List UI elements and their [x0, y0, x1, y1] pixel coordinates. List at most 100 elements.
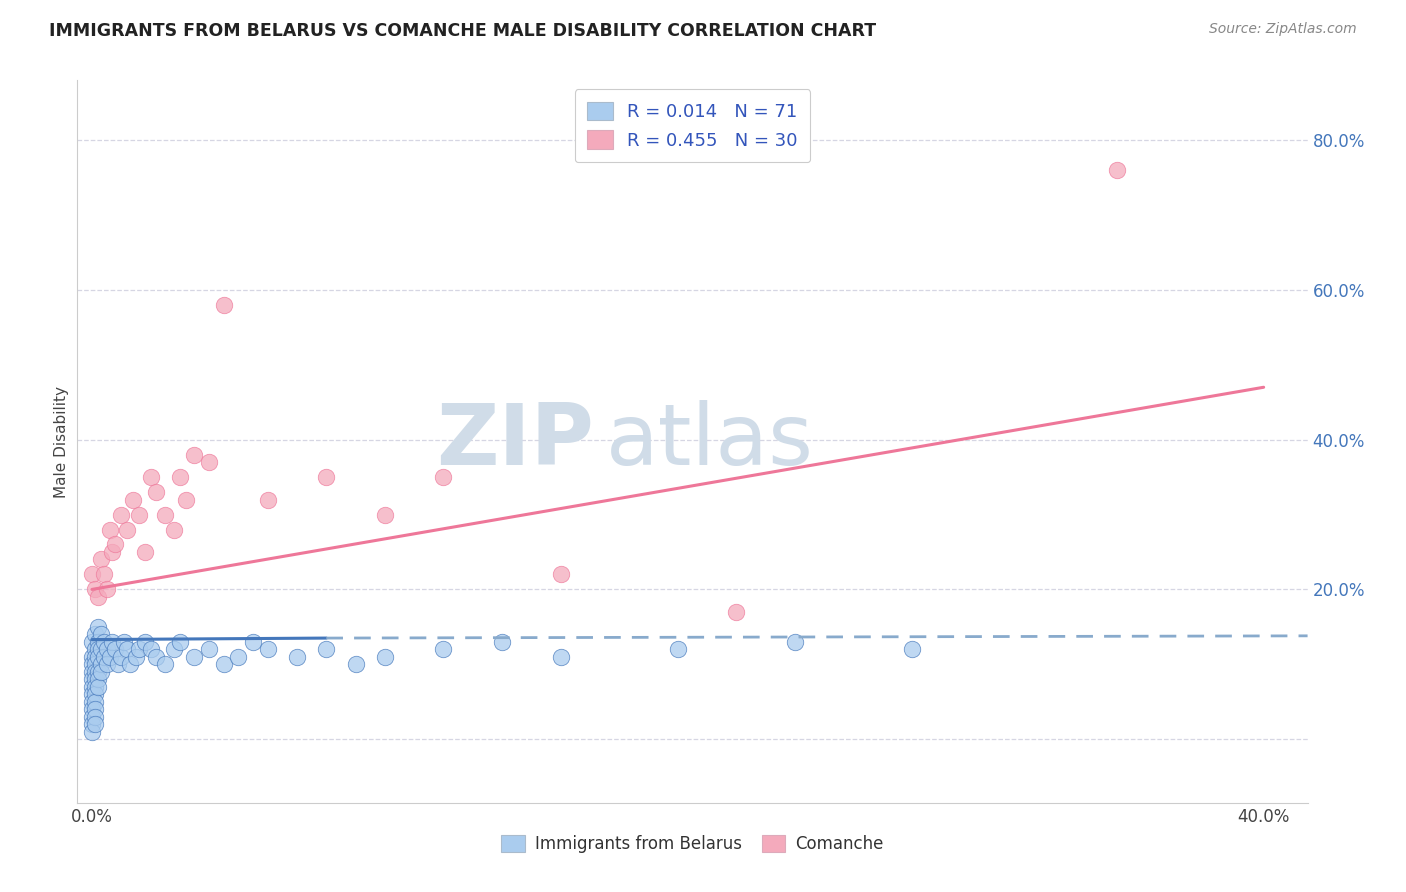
Point: [90, 627, 112, 641]
Point: [84, 657, 107, 672]
Point: [212, 298, 235, 312]
Point: [104, 642, 127, 657]
Point: [80, 657, 103, 672]
Point: [101, 545, 124, 559]
Text: atlas: atlas: [606, 400, 814, 483]
Point: [84, 673, 107, 687]
Point: [84, 687, 107, 701]
Point: [783, 635, 806, 649]
Point: [87, 680, 110, 694]
Point: [80, 680, 103, 694]
Point: [198, 455, 221, 469]
Point: [153, 508, 177, 522]
Point: [242, 635, 264, 649]
Point: [98, 523, 121, 537]
Point: [104, 537, 127, 551]
Point: [101, 635, 124, 649]
Point: [80, 665, 103, 679]
Point: [212, 657, 235, 672]
Point: [80, 567, 103, 582]
Point: [80, 717, 103, 731]
Point: [80, 649, 103, 664]
Point: [80, 635, 103, 649]
Point: [153, 657, 177, 672]
Text: IMMIGRANTS FROM BELARUS VS COMANCHE MALE DISABILITY CORRELATION CHART: IMMIGRANTS FROM BELARUS VS COMANCHE MALE…: [49, 22, 876, 40]
Point: [90, 642, 112, 657]
Point: [901, 642, 924, 657]
Point: [491, 635, 513, 649]
Point: [84, 649, 107, 664]
Point: [550, 649, 572, 664]
Point: [110, 508, 132, 522]
Point: [285, 649, 308, 664]
Point: [344, 657, 367, 672]
Y-axis label: Male Disability: Male Disability: [53, 385, 69, 498]
Point: [374, 508, 396, 522]
Point: [93, 649, 115, 664]
Point: [432, 642, 454, 657]
Point: [87, 620, 110, 634]
Point: [228, 649, 250, 664]
Point: [112, 635, 135, 649]
Point: [169, 470, 191, 484]
Point: [163, 523, 186, 537]
Point: [174, 492, 197, 507]
Point: [80, 709, 103, 723]
Point: [84, 702, 107, 716]
Point: [87, 590, 110, 604]
Point: [96, 582, 118, 597]
Point: [315, 642, 337, 657]
Point: [110, 649, 132, 664]
Legend: Immigrants from Belarus, Comanche: Immigrants from Belarus, Comanche: [495, 828, 890, 860]
Point: [93, 635, 115, 649]
Point: [98, 649, 121, 664]
Point: [134, 635, 156, 649]
Point: [84, 642, 107, 657]
Point: [87, 665, 110, 679]
Point: [128, 508, 150, 522]
Point: [183, 448, 205, 462]
Point: [1107, 163, 1129, 178]
Text: Source: ZipAtlas.com: Source: ZipAtlas.com: [1209, 22, 1357, 37]
Point: [120, 657, 141, 672]
Point: [80, 695, 103, 709]
Point: [90, 552, 112, 566]
Point: [90, 665, 112, 679]
Point: [432, 470, 454, 484]
Point: [80, 724, 103, 739]
Point: [80, 702, 103, 716]
Point: [96, 657, 118, 672]
Point: [315, 470, 337, 484]
Point: [666, 642, 689, 657]
Point: [87, 673, 110, 687]
Point: [87, 642, 110, 657]
Point: [96, 642, 118, 657]
Point: [84, 717, 107, 731]
Point: [84, 582, 107, 597]
Point: [122, 492, 145, 507]
Point: [87, 635, 110, 649]
Point: [115, 523, 138, 537]
Point: [80, 687, 103, 701]
Point: [183, 649, 205, 664]
Point: [163, 642, 186, 657]
Point: [84, 680, 107, 694]
Point: [198, 642, 221, 657]
Point: [374, 649, 396, 664]
Point: [84, 665, 107, 679]
Point: [107, 657, 129, 672]
Point: [115, 642, 138, 657]
Point: [128, 642, 150, 657]
Point: [139, 470, 162, 484]
Point: [256, 492, 278, 507]
Point: [84, 695, 107, 709]
Point: [93, 567, 115, 582]
Text: ZIP: ZIP: [436, 400, 595, 483]
Point: [256, 642, 278, 657]
Point: [139, 642, 162, 657]
Point: [145, 485, 167, 500]
Point: [90, 657, 112, 672]
Point: [87, 649, 110, 664]
Point: [84, 709, 107, 723]
Point: [125, 649, 148, 664]
